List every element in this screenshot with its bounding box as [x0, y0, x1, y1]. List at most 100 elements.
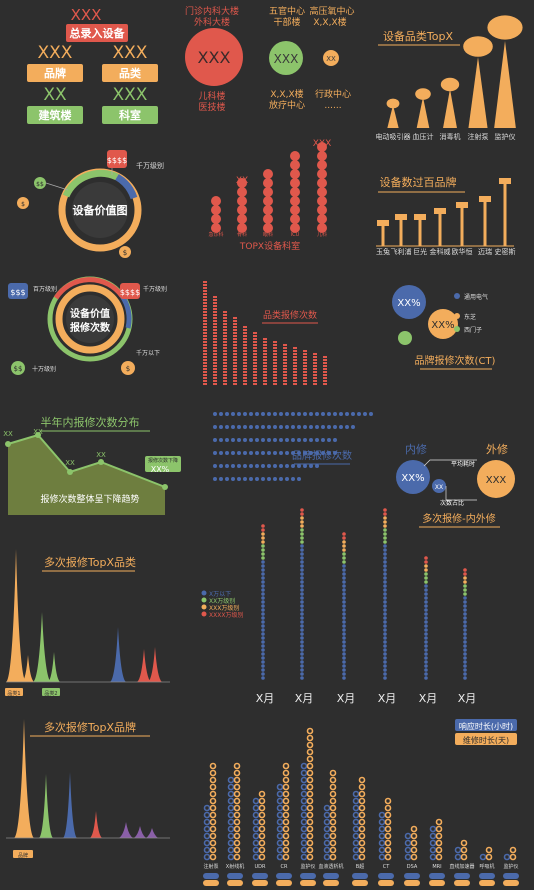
cat-repair-dot-2-3 — [223, 374, 227, 376]
resp-dot-a-0-5 — [203, 818, 211, 826]
multicat-peak-2b — [48, 652, 60, 682]
ct-bubble-2 — [428, 309, 458, 339]
brand-dot-0-12 — [285, 412, 289, 416]
month-dot-5-14 — [463, 620, 467, 624]
resp-dot-b-4-9 — [306, 790, 314, 798]
resp-dot-a-9-4 — [429, 825, 437, 833]
resp-dot-b-9-5 — [435, 818, 443, 826]
resp-tag-b-6 — [352, 880, 368, 886]
ct-title: 品牌报修次数(CT) — [415, 354, 496, 367]
cat-repair-dot-3-6 — [233, 365, 237, 367]
month-dot-3-42 — [383, 508, 387, 512]
resp-dot-b-4-11 — [306, 776, 314, 784]
resp-tag-a-7 — [378, 873, 394, 879]
resp-dot-a-1-0 — [227, 853, 235, 861]
brand-dot-3-9 — [267, 451, 271, 455]
brand-dot-1-16 — [309, 425, 313, 429]
month-dot-5-3 — [463, 664, 467, 668]
month-dot-0-23 — [261, 584, 265, 588]
resp-name-1: X射线机 — [226, 863, 244, 870]
cat-repair-dot-11-6 — [313, 365, 317, 367]
resp-dot-b-10-2 — [460, 839, 468, 847]
resp-dot-b-5-2 — [329, 839, 337, 847]
resp-dot-a-0-2 — [203, 839, 211, 847]
brand-dot-5-14 — [297, 477, 301, 481]
cat-repair-dot-8-6 — [283, 365, 287, 367]
brand-dot-5-9 — [267, 477, 271, 481]
resp-dot-a-2-8 — [252, 797, 260, 805]
month-dot-4-20 — [424, 596, 428, 600]
cat-repair-dot-2-13 — [223, 344, 227, 346]
month-dot-3-8 — [383, 644, 387, 648]
resp-dot-b-4-5 — [306, 818, 314, 826]
month-dot-4-25 — [424, 576, 428, 580]
brand-dot-1-13 — [291, 425, 295, 429]
cat-repair-dot-5-1 — [253, 380, 257, 382]
cat-repair-dot-6-11 — [263, 350, 267, 352]
month-label-3: X月 — [378, 692, 397, 705]
resp-dot-b-6-9 — [358, 790, 366, 798]
cat-repair-dot-12-2 — [323, 377, 327, 379]
month-dot-3-0 — [383, 676, 387, 680]
month-dot-2-7 — [342, 648, 346, 652]
resp-dot-a-4-13 — [300, 762, 308, 770]
brand-dot-0-4 — [237, 412, 241, 416]
month-dot-2-10 — [342, 636, 346, 640]
brand-dot-2-6 — [249, 438, 253, 442]
cat-repair-dot-7-10 — [273, 353, 277, 355]
bld-bubble-large — [185, 28, 243, 86]
resp-tag-b-12 — [503, 880, 519, 886]
cat-topx-label-2: 消毒机 — [440, 132, 461, 141]
dept-circle-1-3 — [237, 196, 247, 206]
cat-repair-dot-6-9 — [263, 356, 267, 358]
multibrand-peak-5b — [134, 826, 146, 838]
brand100-stem-3 — [438, 214, 442, 246]
dept-circle-4-7 — [317, 160, 327, 170]
resp-dot-b-7-1 — [384, 846, 392, 854]
brand-dot-1-9 — [267, 425, 271, 429]
inout-right-title: 外修 — [486, 442, 508, 456]
resp-name-8: DSA — [407, 864, 418, 870]
resp-dot-b-2-1 — [258, 846, 266, 854]
month-dot-5-19 — [463, 600, 467, 604]
month-dot-1-28 — [300, 564, 304, 568]
cat-repair-dot-12-9 — [323, 356, 327, 358]
resp-dot-b-7-0 — [384, 853, 392, 861]
month-dot-2-6 — [342, 652, 346, 656]
cat-repair-dot-1-9 — [213, 356, 217, 358]
cat-repair-dot-6-14 — [263, 341, 267, 343]
resp-name-4: 监护仪 — [300, 863, 315, 870]
vr-inner — [66, 295, 114, 343]
resp-tag-a-6 — [352, 873, 368, 879]
cat-repair-dot-0-2 — [203, 377, 207, 379]
multicat-peak-1 — [6, 549, 26, 682]
resp-dot-a-4-1 — [300, 846, 308, 854]
month-dot-5-4 — [463, 660, 467, 664]
cat-repair-dot-5-4 — [253, 371, 257, 373]
resp-legend-2: 维修时长(天) — [463, 735, 509, 745]
month-dot-5-26 — [463, 572, 467, 576]
month-dot-3-38 — [383, 524, 387, 528]
month-dot-2-2 — [342, 668, 346, 672]
resp-dot-a-6-6 — [352, 811, 360, 819]
brand-dot-1-5 — [243, 425, 247, 429]
month-dot-4-12 — [424, 628, 428, 632]
ct-bubble-3 — [398, 331, 412, 345]
dept-circle-2-6 — [263, 169, 273, 179]
month-dot-4-11 — [424, 632, 428, 636]
cat-repair-dot-3-7 — [233, 362, 237, 364]
multibrand-peak-4 — [90, 811, 102, 838]
brand-dot-0-2 — [225, 412, 229, 416]
multicat-tag-2-text: 品类2 — [44, 690, 57, 697]
cat-repair-dot-2-14 — [223, 341, 227, 343]
resp-dot-a-1-7 — [227, 804, 235, 812]
month-dot-2-26 — [342, 572, 346, 576]
cat-repair-dot-9-4 — [293, 371, 297, 373]
resp-dot-b-4-17 — [306, 734, 314, 742]
month-dot-2-35 — [342, 536, 346, 540]
resp-dot-b-6-10 — [358, 783, 366, 791]
month-dot-4-13 — [424, 624, 428, 628]
halfyear-note: 报修次数下降 — [148, 457, 178, 464]
cat-topx-label-1: 血压计 — [413, 132, 434, 141]
cat-repair-dot-0-7 — [203, 362, 207, 364]
